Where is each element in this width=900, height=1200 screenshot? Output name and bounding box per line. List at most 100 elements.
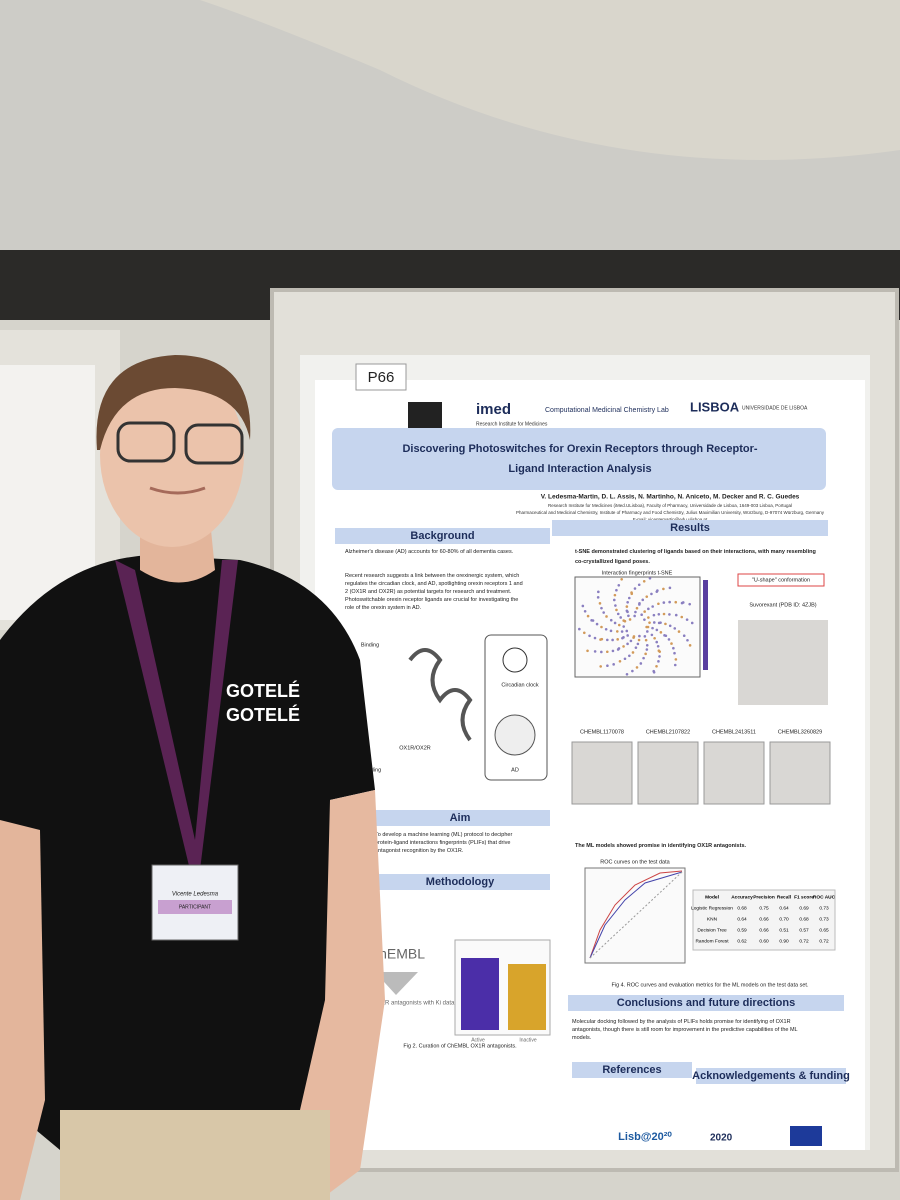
scatter-dot bbox=[600, 606, 603, 610]
scatter-dot bbox=[583, 609, 587, 613]
scatter-dot bbox=[652, 621, 656, 624]
pocket-render bbox=[637, 741, 699, 805]
scatter-dot bbox=[622, 619, 625, 622]
arm bbox=[290, 790, 385, 1200]
scatter-dot bbox=[657, 602, 660, 606]
label-card bbox=[355, 363, 407, 391]
scatter-dot bbox=[593, 636, 597, 640]
table-cell: 0.72 bbox=[799, 938, 809, 944]
scatter-dot bbox=[600, 625, 603, 629]
table-bg bbox=[692, 889, 836, 951]
scatter-dot bbox=[622, 625, 625, 628]
scatter-dot bbox=[615, 608, 618, 612]
paragraph: Alzheimer's disease (AD) accounts for 60… bbox=[345, 549, 514, 555]
scatter-dot bbox=[685, 618, 689, 621]
authors: V. Ledesma-Martin, D. L. Assis, N. Marti… bbox=[541, 494, 800, 501]
roc-curve bbox=[589, 870, 683, 959]
scatter-dot bbox=[599, 638, 602, 641]
scatter-dot bbox=[620, 630, 624, 633]
scatter-dot bbox=[596, 596, 600, 599]
compound-label: CHEMBL2413511 bbox=[712, 729, 756, 735]
callout: "U-shape" conformation bbox=[752, 577, 810, 583]
table-cell: Random Forest bbox=[695, 938, 729, 944]
scatter-dot bbox=[634, 646, 638, 649]
lanyard bbox=[115, 560, 238, 870]
bar-inactive bbox=[508, 964, 546, 1030]
paragraph: Recent research suggests a link between … bbox=[345, 573, 523, 595]
scatter-dot bbox=[680, 615, 684, 619]
scatter-dot bbox=[634, 610, 637, 614]
section-header: Results bbox=[670, 522, 710, 534]
figure-label: Inactive bbox=[519, 1037, 536, 1043]
scatter-dot bbox=[604, 627, 608, 631]
section-header: Acknowledgements & funding bbox=[692, 1070, 850, 1082]
paragraph: The ML models showed promise in identify… bbox=[575, 843, 747, 849]
eu-flag bbox=[790, 1126, 822, 1146]
trousers bbox=[60, 1110, 330, 1200]
scatter-dot bbox=[599, 665, 602, 668]
glasses bbox=[184, 423, 244, 465]
scatter-dot bbox=[642, 656, 645, 660]
scatter-dot bbox=[646, 630, 649, 633]
section-header-box bbox=[370, 810, 550, 826]
section-header: Conclusions and future directions bbox=[617, 997, 795, 1009]
figure-label: ChEMBL bbox=[369, 946, 425, 962]
scatter-dot bbox=[631, 651, 635, 654]
suvorexant-render bbox=[738, 620, 828, 705]
pocket-render bbox=[769, 741, 831, 805]
scatter-dot bbox=[677, 630, 681, 633]
funnel bbox=[375, 972, 418, 995]
scatter-dot bbox=[597, 590, 600, 594]
paragraph: Photoswitchable orexin receptor ligands … bbox=[345, 597, 518, 611]
clock-icon bbox=[502, 647, 528, 673]
scatter-dot bbox=[578, 627, 581, 631]
scatter-dot bbox=[606, 664, 609, 668]
scatter-dot bbox=[614, 604, 617, 607]
compound-label: CHEMBL2107822 bbox=[646, 729, 690, 735]
scatter-dot bbox=[659, 621, 662, 624]
scatter-dot bbox=[613, 593, 617, 597]
scatter-dot bbox=[639, 662, 643, 665]
scatter-dot bbox=[609, 629, 613, 633]
scatter-dot bbox=[625, 672, 629, 676]
scatter-dot bbox=[598, 602, 602, 605]
scatter-dot bbox=[645, 644, 649, 647]
logo: imed bbox=[476, 401, 511, 418]
affiliation: Research Institute for Medicines (iMed.U… bbox=[548, 503, 792, 508]
scatter-dot bbox=[668, 624, 672, 628]
scatter-dot bbox=[643, 635, 647, 638]
board-label: P66 bbox=[368, 369, 395, 386]
figure-label: Binding bbox=[361, 642, 379, 648]
scatter-dot bbox=[662, 612, 666, 616]
table-cell: 0.60 bbox=[759, 938, 769, 944]
scatter-dot bbox=[672, 646, 675, 650]
scatter-dot bbox=[631, 669, 634, 673]
table-cell: 0.72 bbox=[819, 938, 829, 944]
scatter-dot bbox=[651, 605, 654, 608]
scatter-dot bbox=[655, 640, 659, 644]
hair bbox=[96, 355, 251, 450]
scatter-dot bbox=[593, 650, 597, 653]
figure-label: AD bbox=[511, 767, 519, 773]
scatter-dot bbox=[602, 611, 605, 614]
table-header: Model bbox=[705, 894, 719, 900]
section-header: Background bbox=[410, 530, 474, 542]
table-cell: 0.59 bbox=[737, 927, 747, 933]
scatter-dot bbox=[628, 654, 631, 658]
table-header: Accuracy bbox=[731, 894, 753, 900]
scatter-dot bbox=[659, 631, 663, 634]
logo-text: UNIVERSIDADE DE LISBOA bbox=[742, 405, 808, 411]
table-cell: 0.51 bbox=[779, 927, 789, 933]
table-cell: 0.66 bbox=[759, 927, 769, 933]
scatter-dot bbox=[640, 613, 643, 616]
scatter-dot bbox=[625, 629, 629, 633]
table-cell: 0.73 bbox=[819, 916, 829, 922]
scatter-dot bbox=[656, 589, 659, 592]
table-cell: 0.68 bbox=[737, 905, 747, 911]
scatter-dot bbox=[635, 666, 639, 669]
table-cell: 0.69 bbox=[799, 905, 809, 911]
scatter-dot bbox=[627, 596, 631, 600]
smile bbox=[149, 486, 206, 495]
scatter-dot bbox=[673, 651, 676, 655]
scatter-dot bbox=[688, 644, 692, 647]
